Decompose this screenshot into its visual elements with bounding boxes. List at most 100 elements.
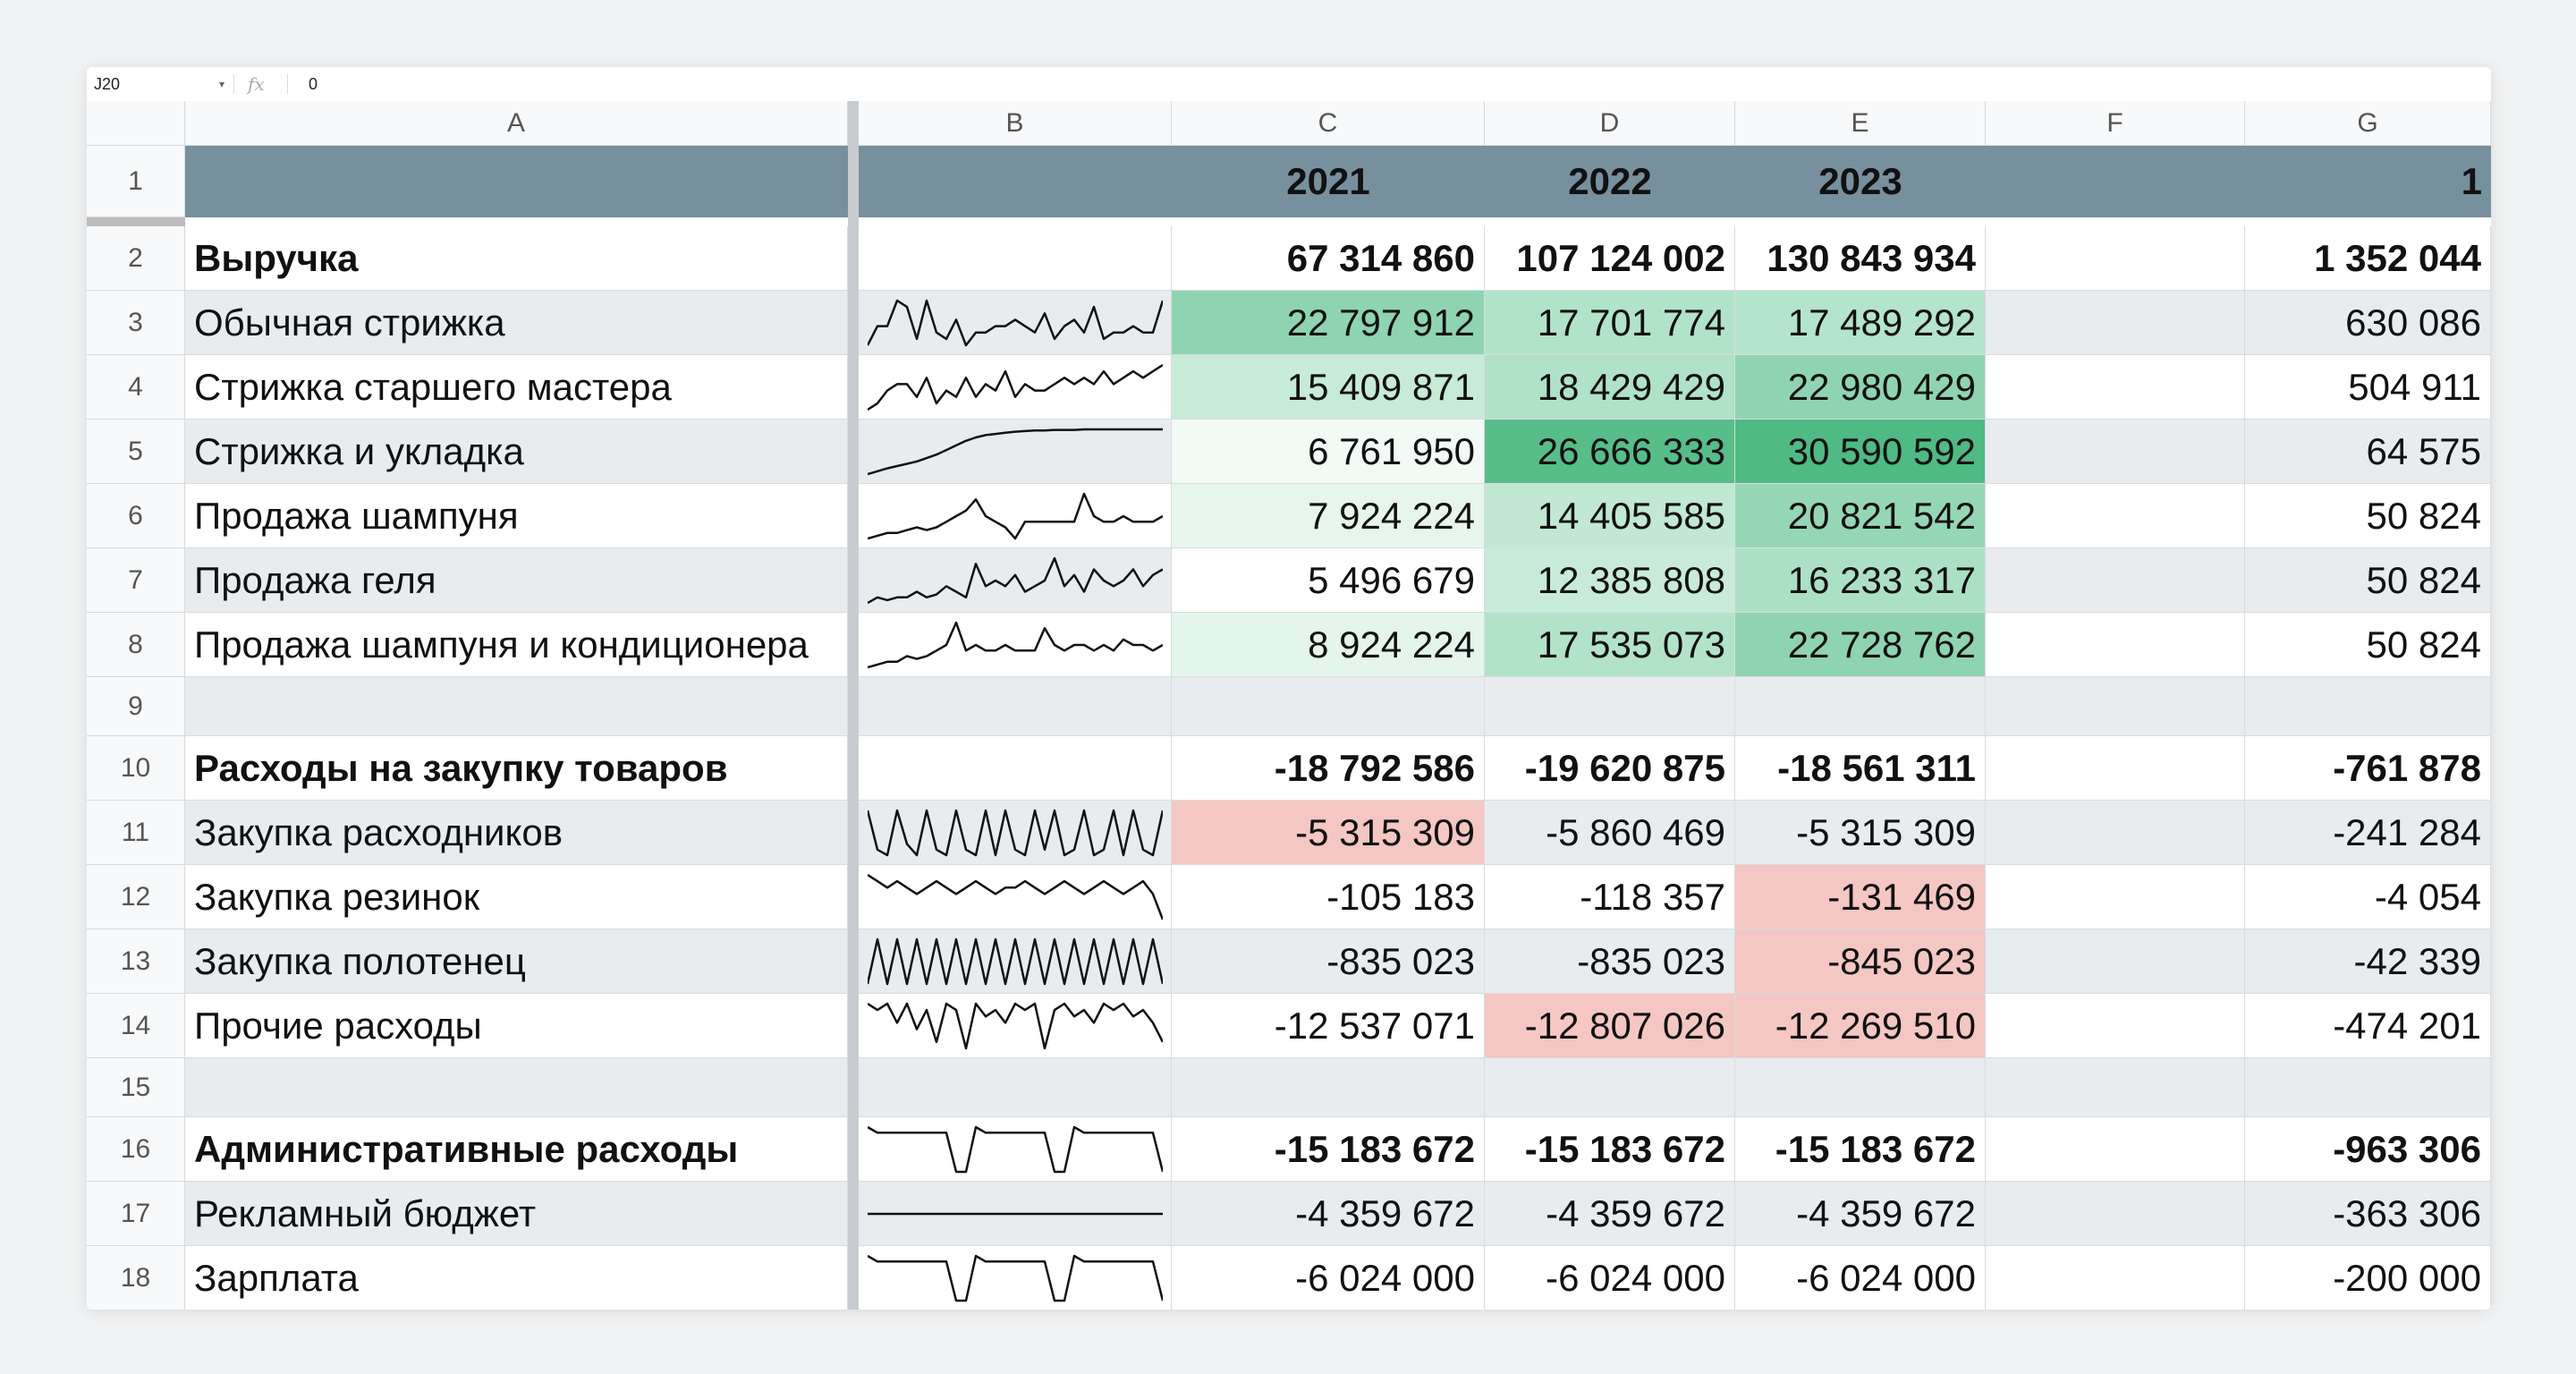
cell-f13[interactable]: [1986, 929, 2245, 994]
cell-a6[interactable]: Продажа шампуня: [185, 484, 848, 548]
row-header-2[interactable]: 2: [87, 226, 185, 291]
cell-b7[interactable]: [859, 548, 1172, 613]
header-cell-a[interactable]: [185, 146, 848, 217]
header-cell-f[interactable]: [1986, 146, 2245, 217]
cell-f18[interactable]: [1986, 1246, 2245, 1310]
row-header-13[interactable]: 13: [87, 929, 185, 994]
cell-g3[interactable]: 630 086: [2245, 291, 2491, 355]
cell-d9[interactable]: [1485, 677, 1735, 736]
cell-d2[interactable]: 107 124 002: [1485, 226, 1735, 291]
cell-c12[interactable]: -105 183: [1172, 865, 1485, 929]
cell-c13[interactable]: -835 023: [1172, 929, 1485, 994]
column-header-e[interactable]: E: [1735, 101, 1986, 146]
row-header-10[interactable]: 10: [87, 736, 185, 801]
cell-d12[interactable]: -118 357: [1485, 865, 1735, 929]
cell-g8[interactable]: 50 824: [2245, 613, 2491, 677]
column-header-c[interactable]: C: [1172, 101, 1485, 146]
column-header-a[interactable]: A: [185, 101, 848, 146]
cell-g16[interactable]: -963 306: [2245, 1117, 2491, 1182]
cell-b9[interactable]: [859, 677, 1172, 736]
cell-a11[interactable]: Закупка расходников: [185, 801, 848, 865]
cell-g11[interactable]: -241 284: [2245, 801, 2491, 865]
cell-e18[interactable]: -6 024 000: [1735, 1246, 1986, 1310]
row-header-16[interactable]: 16: [87, 1117, 185, 1182]
cell-c6[interactable]: 7 924 224: [1172, 484, 1485, 548]
cell-b10[interactable]: [859, 736, 1172, 801]
cell-e6[interactable]: 20 821 542: [1735, 484, 1986, 548]
cell-e10[interactable]: -18 561 311: [1735, 736, 1986, 801]
cell-d15[interactable]: [1485, 1058, 1735, 1117]
cell-a14[interactable]: Прочие расходы: [185, 994, 848, 1058]
cell-e5[interactable]: 30 590 592: [1735, 420, 1986, 484]
select-all-corner[interactable]: [87, 101, 185, 146]
cell-b12[interactable]: [859, 865, 1172, 929]
cell-e11[interactable]: -5 315 309: [1735, 801, 1986, 865]
cell-g18[interactable]: -200 000: [2245, 1246, 2491, 1310]
cell-g9[interactable]: [2245, 677, 2491, 736]
cell-e9[interactable]: [1735, 677, 1986, 736]
cell-a18[interactable]: Зарплата: [185, 1246, 848, 1310]
cell-f15[interactable]: [1986, 1058, 2245, 1117]
cell-f5[interactable]: [1986, 420, 2245, 484]
cell-e4[interactable]: 22 980 429: [1735, 355, 1986, 420]
cell-d3[interactable]: 17 701 774: [1485, 291, 1735, 355]
cell-e15[interactable]: [1735, 1058, 1986, 1117]
cell-d13[interactable]: -835 023: [1485, 929, 1735, 994]
cell-b18[interactable]: [859, 1246, 1172, 1310]
cell-c16[interactable]: -15 183 672: [1172, 1117, 1485, 1182]
cell-f2[interactable]: [1986, 226, 2245, 291]
row-header-12[interactable]: 12: [87, 865, 185, 929]
cell-g4[interactable]: 504 911: [2245, 355, 2491, 420]
cell-d8[interactable]: 17 535 073: [1485, 613, 1735, 677]
cell-a5[interactable]: Стрижка и укладка: [185, 420, 848, 484]
cell-a16[interactable]: Административные расходы: [185, 1117, 848, 1182]
cell-c5[interactable]: 6 761 950: [1172, 420, 1485, 484]
cell-c17[interactable]: -4 359 672: [1172, 1182, 1485, 1246]
cell-c11[interactable]: -5 315 309: [1172, 801, 1485, 865]
row-header-4[interactable]: 4: [87, 355, 185, 420]
cell-f8[interactable]: [1986, 613, 2245, 677]
cell-d10[interactable]: -19 620 875: [1485, 736, 1735, 801]
column-header-g[interactable]: G: [2245, 101, 2491, 146]
cell-c8[interactable]: 8 924 224: [1172, 613, 1485, 677]
cell-a7[interactable]: Продажа геля: [185, 548, 848, 613]
cell-c10[interactable]: -18 792 586: [1172, 736, 1485, 801]
cell-d14[interactable]: -12 807 026: [1485, 994, 1735, 1058]
cell-a3[interactable]: Обычная стрижка: [185, 291, 848, 355]
cell-b2[interactable]: [859, 226, 1172, 291]
row-header-18[interactable]: 18: [87, 1246, 185, 1310]
cell-f9[interactable]: [1986, 677, 2245, 736]
row-header-7[interactable]: 7: [87, 548, 185, 613]
header-cell-g[interactable]: 1: [2245, 146, 2491, 217]
cell-g10[interactable]: -761 878: [2245, 736, 2491, 801]
cell-g14[interactable]: -474 201: [2245, 994, 2491, 1058]
cell-g7[interactable]: 50 824: [2245, 548, 2491, 613]
cell-d6[interactable]: 14 405 585: [1485, 484, 1735, 548]
header-cell-b[interactable]: [859, 146, 1172, 217]
cell-f12[interactable]: [1986, 865, 2245, 929]
cell-c4[interactable]: 15 409 871: [1172, 355, 1485, 420]
cell-e13[interactable]: -845 023: [1735, 929, 1986, 994]
cell-c3[interactable]: 22 797 912: [1172, 291, 1485, 355]
cell-c18[interactable]: -6 024 000: [1172, 1246, 1485, 1310]
cell-e7[interactable]: 16 233 317: [1735, 548, 1986, 613]
column-header-b[interactable]: B: [859, 101, 1172, 146]
cell-g13[interactable]: -42 339: [2245, 929, 2491, 994]
column-header-f[interactable]: F: [1986, 101, 2245, 146]
cell-d7[interactable]: 12 385 808: [1485, 548, 1735, 613]
row-header-1[interactable]: 1: [87, 146, 185, 217]
cell-e2[interactable]: 130 843 934: [1735, 226, 1986, 291]
cell-b16[interactable]: [859, 1117, 1172, 1182]
column-header-d[interactable]: D: [1485, 101, 1735, 146]
cell-g6[interactable]: 50 824: [2245, 484, 2491, 548]
cell-a17[interactable]: Рекламный бюджет: [185, 1182, 848, 1246]
cell-d4[interactable]: 18 429 429: [1485, 355, 1735, 420]
cell-a2[interactable]: Выручка: [185, 226, 848, 291]
row-header-8[interactable]: 8: [87, 613, 185, 677]
cell-a15[interactable]: [185, 1058, 848, 1117]
cell-g15[interactable]: [2245, 1058, 2491, 1117]
cell-c15[interactable]: [1172, 1058, 1485, 1117]
chevron-down-icon[interactable]: ▾: [219, 78, 225, 90]
cell-d5[interactable]: 26 666 333: [1485, 420, 1735, 484]
cell-a9[interactable]: [185, 677, 848, 736]
